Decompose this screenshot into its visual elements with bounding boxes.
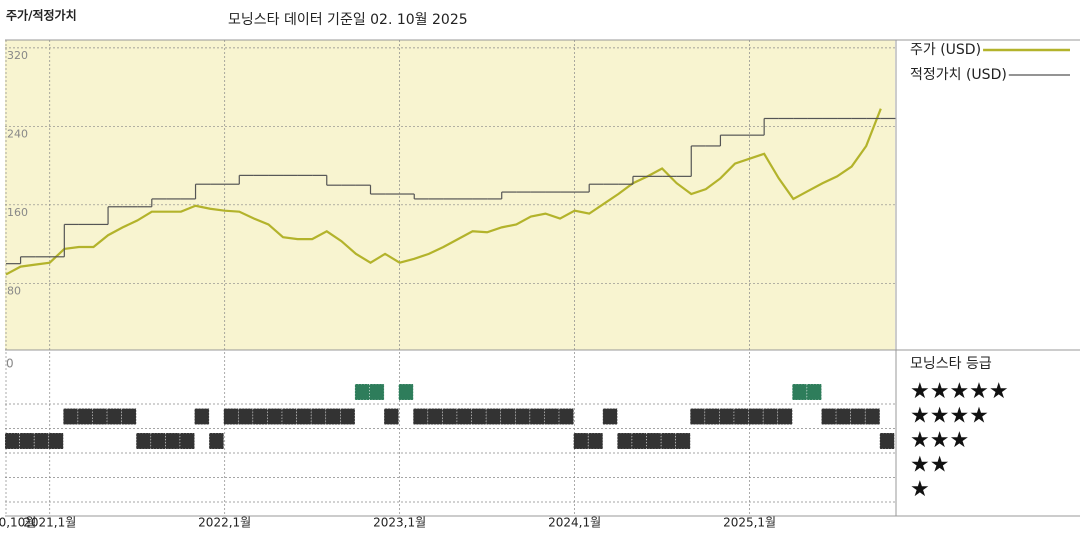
rating-block: [748, 408, 764, 425]
rating-block: [456, 408, 472, 425]
rating-block: [719, 408, 735, 425]
x-tick-label: 2024,1월: [548, 516, 601, 530]
rating-title: 모닝스타 등급: [910, 356, 992, 372]
rating-block: [237, 408, 254, 425]
rating-block: [514, 408, 531, 425]
y-tick-label: 320: [7, 49, 28, 62]
rating-block: [500, 408, 516, 425]
x-tick-label: 2025,1월: [723, 516, 776, 530]
price-line: [5, 108, 882, 276]
rating-block: [850, 408, 866, 425]
rating-axis-label: 0: [6, 357, 14, 371]
rating-block: [398, 383, 414, 401]
rating-block: [354, 383, 370, 401]
rating-block: [485, 408, 502, 425]
legend-label: 주가 (USD): [910, 42, 981, 58]
rating-block: [208, 432, 224, 450]
rating-block: [762, 408, 779, 425]
rating-block: [310, 408, 327, 425]
rating-block: [33, 432, 50, 450]
x-tick-label: 2021,1월: [23, 516, 76, 530]
rating-block: [675, 432, 691, 450]
rating-block: [252, 408, 268, 425]
rating-block: [135, 432, 152, 450]
rating-block: [602, 408, 618, 425]
rating-block: [281, 408, 297, 425]
rating-block: [544, 408, 560, 425]
rating-block: [106, 408, 122, 425]
rating-block: [442, 408, 458, 425]
rating-block: [835, 408, 851, 425]
rating-block: [92, 408, 108, 425]
rating-block: [150, 432, 166, 450]
legend-label: 적정가치 (USD): [910, 67, 1007, 83]
y-tick-label: 240: [7, 127, 28, 140]
rating-block: [689, 408, 706, 425]
rating-block: [587, 432, 604, 450]
x-tick-label: 2023,1월: [373, 516, 426, 530]
rating-block: [617, 432, 633, 450]
x-tick-label: 2020,10월: [0, 516, 36, 530]
legend-panel: [897, 40, 1080, 516]
rating-block: [223, 408, 239, 425]
rating-block: [646, 432, 662, 450]
rating-block: [733, 408, 749, 425]
rating-label: ★: [910, 477, 930, 502]
rating-block: [19, 432, 35, 450]
rating-block: [369, 383, 385, 401]
rating-block: [660, 432, 676, 450]
rating-block: [194, 408, 210, 425]
rating-block: [792, 383, 808, 401]
rating-block: [806, 383, 822, 401]
rating-block: [529, 408, 545, 425]
rating-block: [4, 432, 20, 450]
rating-block: [558, 408, 574, 425]
rating-block: [471, 408, 487, 425]
rating-block: [77, 408, 93, 425]
rating-block: [573, 432, 589, 450]
chart-title: 주가/적정가치: [6, 8, 77, 23]
rating-block: [704, 408, 720, 425]
rating-block: [864, 408, 881, 425]
plot-background: [5, 40, 895, 350]
rating-block: [63, 408, 79, 425]
rating-block: [340, 408, 356, 425]
rating-block: [412, 408, 429, 425]
rating-block: [296, 408, 312, 425]
rating-label: ★★★: [910, 428, 969, 453]
rating-label: ★★: [910, 453, 949, 478]
y-tick-label: 80: [7, 284, 21, 297]
rating-block: [427, 408, 443, 425]
rating-label: ★★★★: [910, 404, 989, 429]
rating-block: [165, 432, 181, 450]
rating-block: [179, 432, 195, 450]
x-tick-label: 2022,1월: [198, 516, 251, 530]
rating-block: [631, 432, 647, 450]
rating-block: [879, 432, 895, 450]
rating-label: ★★★★★: [910, 379, 1009, 404]
rating-block: [48, 432, 64, 450]
rating-block: [121, 408, 137, 425]
y-tick-label: 160: [7, 206, 28, 219]
rating-block: [267, 408, 283, 425]
chart-subtitle: 모닝스타 데이터 기준일 02. 10월 2025: [228, 12, 468, 28]
rating-block: [777, 408, 793, 425]
rating-block: [325, 408, 341, 425]
rating-block: [821, 408, 837, 425]
rating-block: [383, 408, 399, 425]
